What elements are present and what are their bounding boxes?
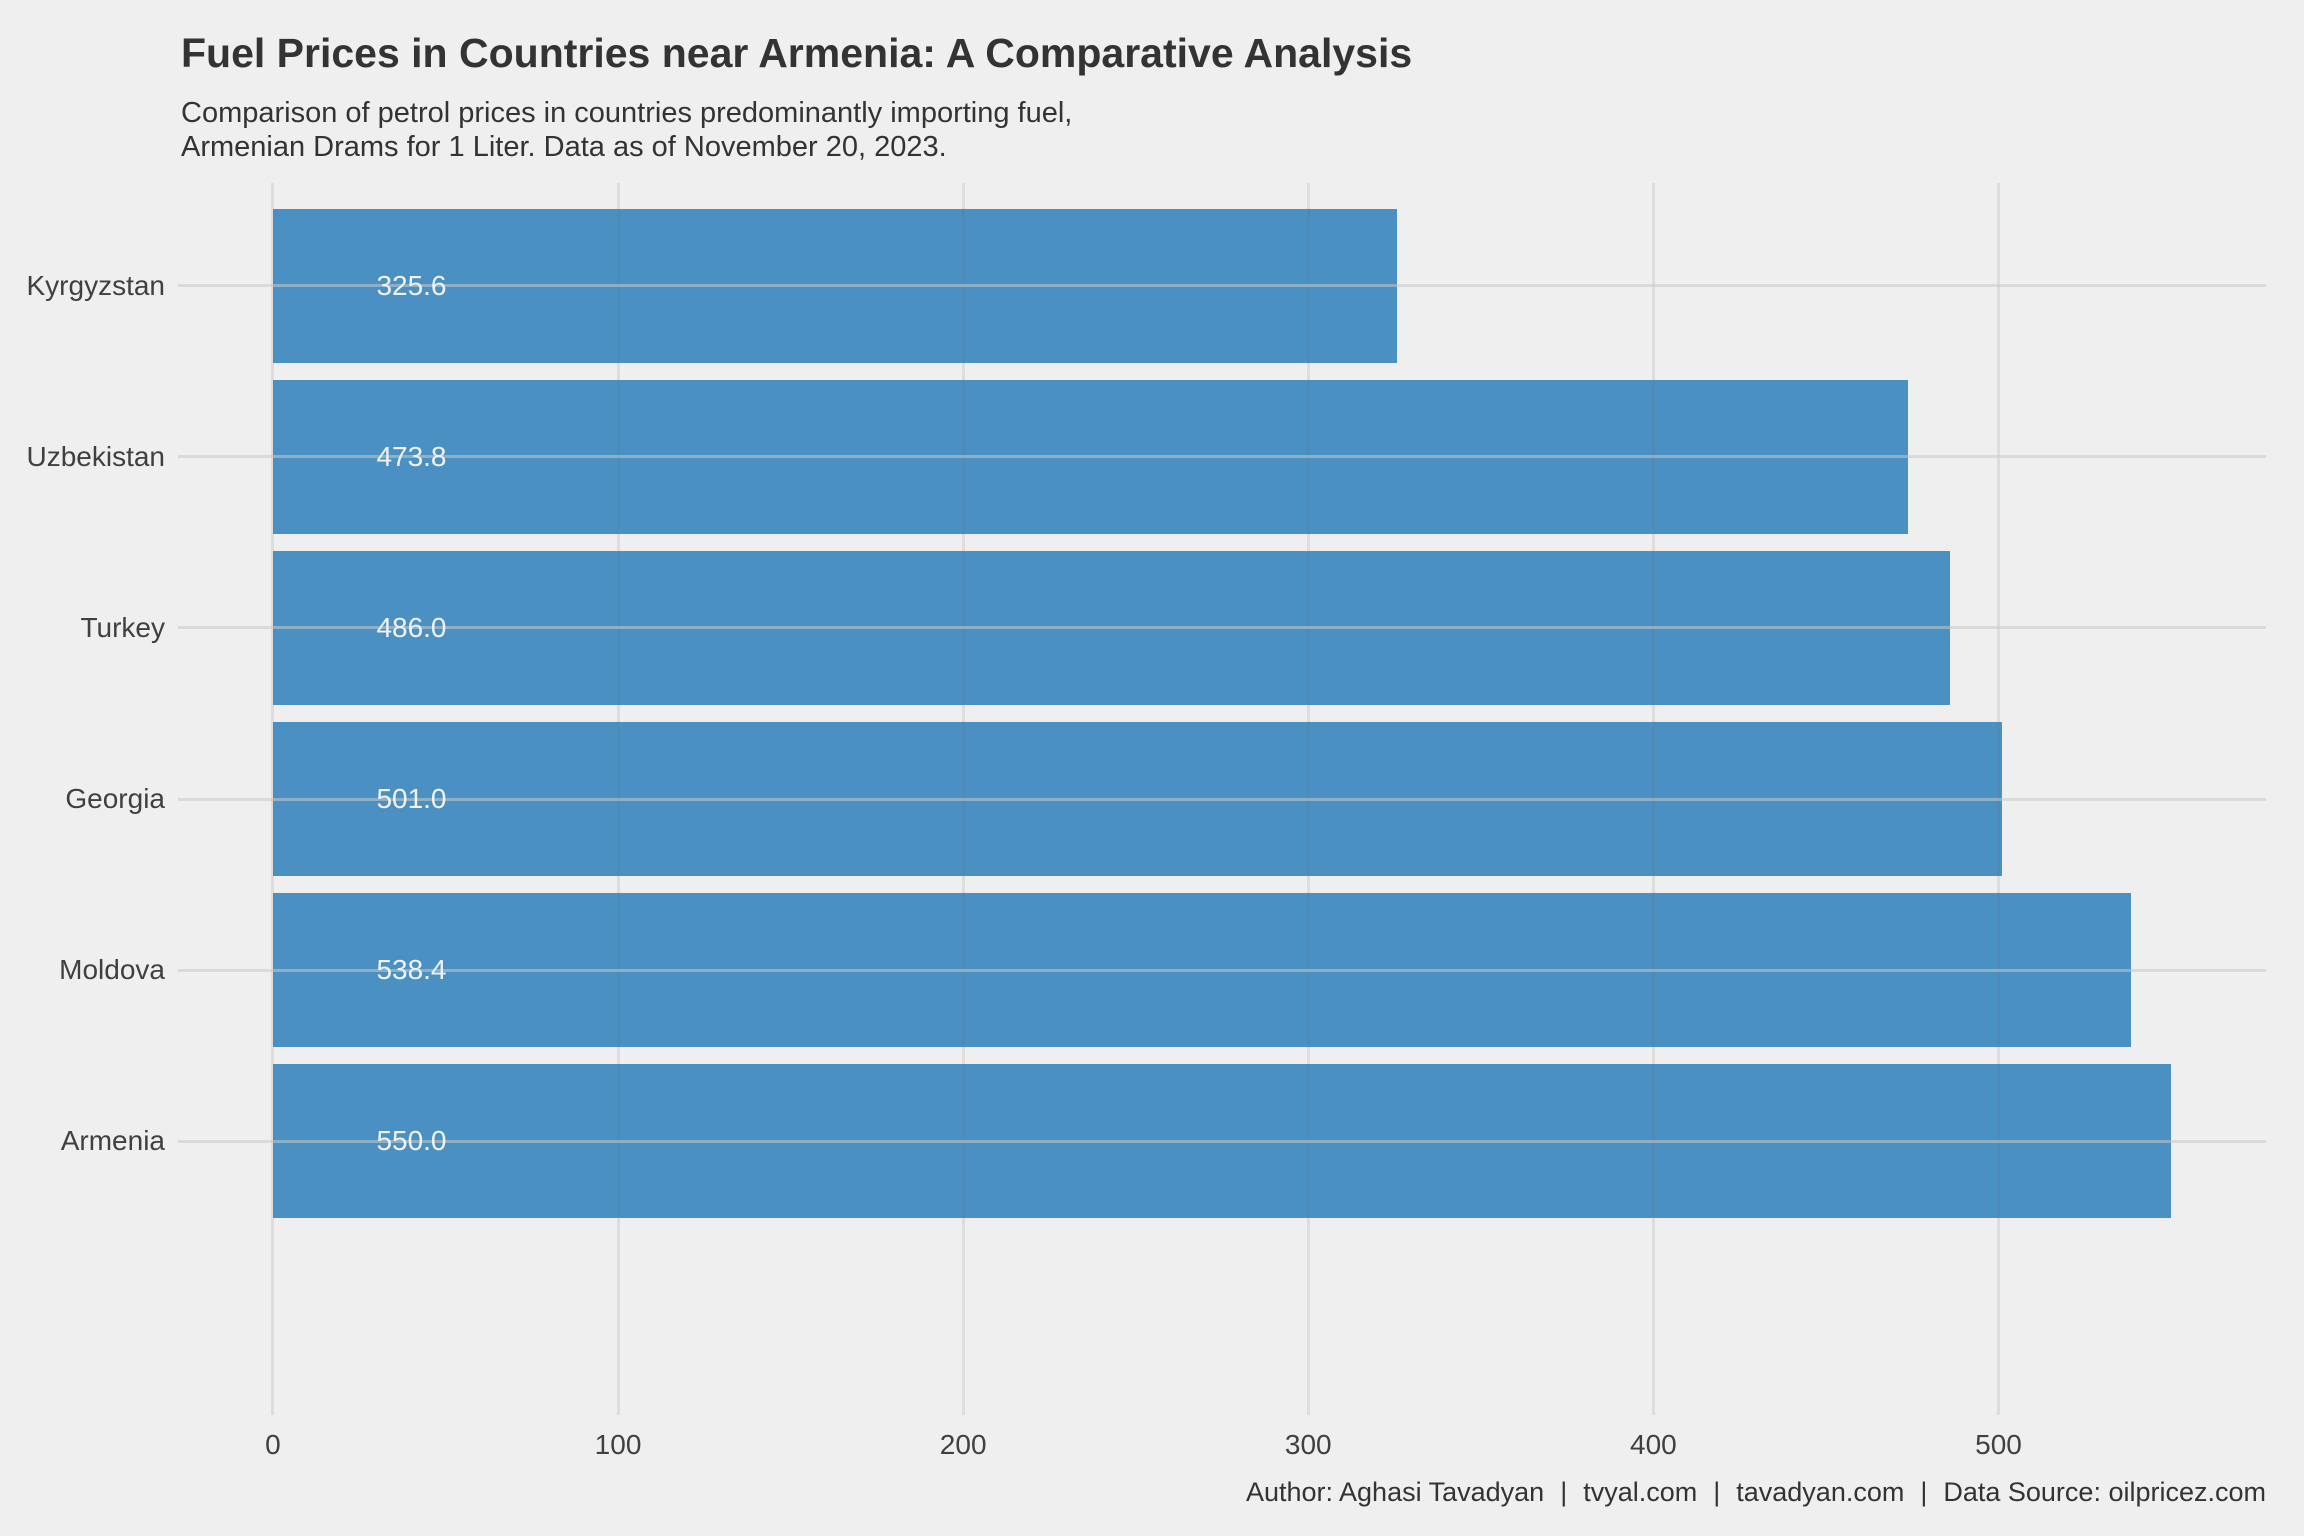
footer-site-tvyal: tvyal.com xyxy=(1583,1477,1698,1507)
horizontal-gridline xyxy=(178,968,2266,972)
bar-value-label: 325.6 xyxy=(376,269,447,301)
subtitle-line-2: Armenian Drams for 1 Liter. Data as of N… xyxy=(181,131,947,163)
x-axis-tick-label: 0 xyxy=(265,1429,281,1460)
footer-separator: | xyxy=(1560,1477,1568,1507)
y-axis-label-turkey: Turkey xyxy=(80,611,165,643)
bar-value-label: 538.4 xyxy=(376,954,447,986)
plot-panel: 325.6 473.8 486.0 501.0 538.4 550.0 xyxy=(178,183,2266,1415)
y-axis-label-georgia: Georgia xyxy=(65,783,165,814)
subtitle-line-1: Comparison of petrol prices in countries… xyxy=(181,97,1073,129)
footer-credits: Author: Aghasi Tavadyan | tvyal.com | ta… xyxy=(1246,1477,2266,1508)
x-axis-tick-label: 400 xyxy=(1630,1429,1677,1460)
footer-separator: | xyxy=(1713,1477,1721,1507)
horizontal-gridline xyxy=(178,626,2266,630)
horizontal-gridline xyxy=(178,284,2266,288)
x-axis-tick-label: 500 xyxy=(1975,1429,2022,1460)
x-axis-tick-label: 200 xyxy=(939,1429,987,1460)
x-axis-tick-label: 300 xyxy=(1284,1429,1332,1460)
footer-separator: | xyxy=(1920,1477,1928,1507)
x-axis-tick-label: 100 xyxy=(594,1429,642,1460)
y-axis-label-uzbekistan: Uzbekistan xyxy=(26,440,165,472)
y-axis-label-moldova: Moldova xyxy=(59,954,165,986)
bar-value-label: 486.0 xyxy=(376,611,447,643)
footer-data-source: Data Source: oilpricez.com xyxy=(1943,1477,2266,1507)
y-axis-label-armenia: Armenia xyxy=(60,1125,165,1157)
bar-value-label: 501.0 xyxy=(376,783,447,814)
footer-author: Author: Aghasi Tavadyan xyxy=(1245,1477,1545,1507)
y-axis-label-kyrgyzstan: Kyrgyzstan xyxy=(26,269,166,301)
horizontal-gridline xyxy=(178,455,2266,459)
bar-value-label: 473.8 xyxy=(376,440,447,472)
chart-subtitle: Comparison of petrol prices in countries… xyxy=(181,96,1072,164)
footer-site-tavadyan: tavadyan.com xyxy=(1736,1477,1905,1507)
bar-value-label: 550.0 xyxy=(376,1125,447,1157)
horizontal-gridline xyxy=(178,1139,2266,1143)
chart-title: Fuel Prices in Countries near Armenia: A… xyxy=(181,30,1413,76)
horizontal-gridline xyxy=(178,797,2266,801)
